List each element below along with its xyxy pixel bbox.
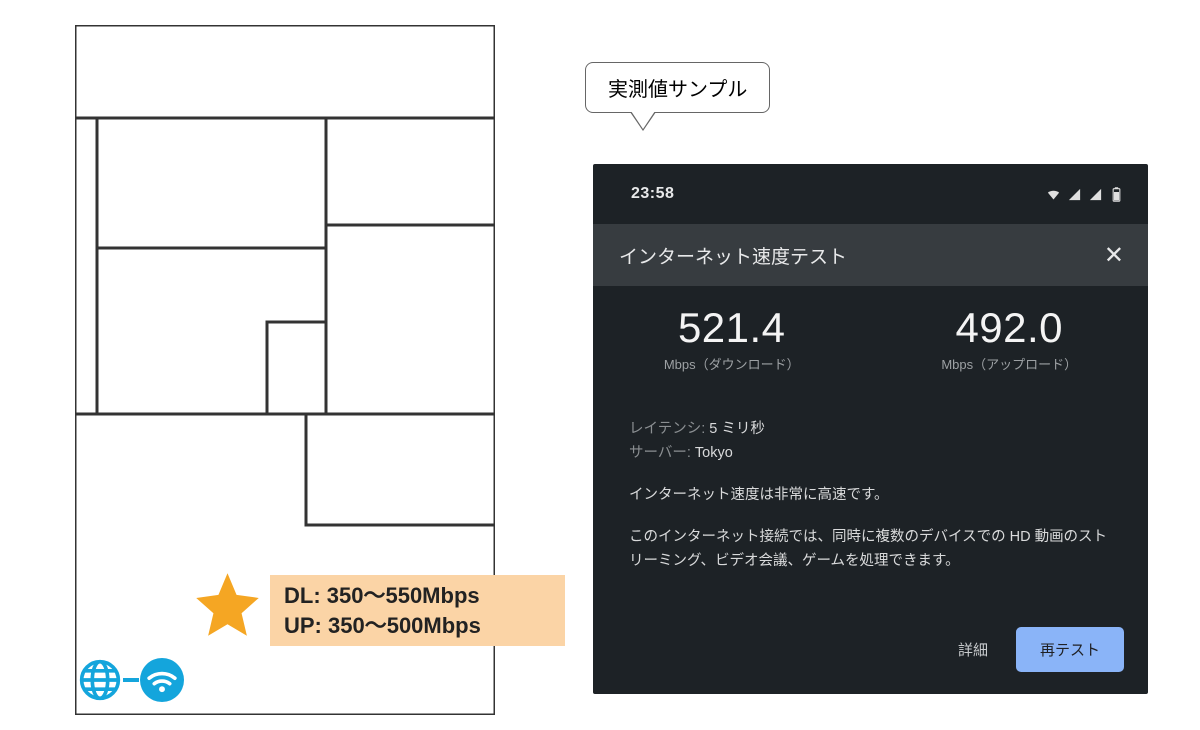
summary-text: インターネット速度は非常に高速です。 xyxy=(629,484,1112,508)
status-bar: 23:58 xyxy=(593,164,1148,224)
upload-value: 492.0 xyxy=(871,304,1149,352)
wifi-status-icon xyxy=(1046,187,1061,202)
up-speed-label: UP: 350〜500Mbps xyxy=(284,611,551,641)
server-value: Tokyo xyxy=(695,445,733,461)
dl-speed-label: DL: 350〜550Mbps xyxy=(284,581,551,611)
battery-icon xyxy=(1109,187,1124,202)
sample-label-text: 実測値サンプル xyxy=(608,79,747,101)
connector-line xyxy=(123,678,139,682)
network-icons xyxy=(78,658,184,702)
close-icon[interactable]: ✕ xyxy=(1104,241,1124,270)
floor-plan: DL: 350〜550Mbps UP: 350〜500Mbps xyxy=(75,25,495,715)
download-label: Mbps（ダウンロード） xyxy=(593,354,871,373)
speedtest-screenshot: 23:58 インターネット速度テスト ✕ 521.4 Mbps（ダウンロード） … xyxy=(593,164,1148,694)
speed-summary-box: DL: 350〜550Mbps UP: 350〜500Mbps xyxy=(270,575,565,646)
detail-block: レイテンシ: 5 ミリ秒 サーバー: Tokyo インターネット速度は非常に高速… xyxy=(593,418,1148,574)
upload-label: Mbps（アップロード） xyxy=(871,354,1149,373)
sample-label-bubble: 実測値サンプル xyxy=(585,62,770,113)
action-row: 詳細 再テスト xyxy=(952,627,1124,672)
speedtest-title: インターネット速度テスト xyxy=(619,242,847,269)
signal-icon xyxy=(1067,187,1082,202)
download-value: 521.4 xyxy=(593,304,871,352)
server-label: サーバー: xyxy=(629,445,691,461)
wifi-icon xyxy=(140,658,184,702)
signal-icon xyxy=(1088,187,1103,202)
latency-value: 5 ミリ秒 xyxy=(709,421,765,437)
retest-button[interactable]: 再テスト xyxy=(1016,627,1124,672)
upload-metric: 492.0 Mbps（アップロード） xyxy=(871,286,1149,400)
latency-label: レイテンシ: xyxy=(629,421,705,437)
download-metric: 521.4 Mbps（ダウンロード） xyxy=(593,286,871,400)
body-text: このインターネット接続では、同時に複数のデバイスでの HD 動画のストリーミング… xyxy=(629,526,1112,574)
metrics-row: 521.4 Mbps（ダウンロード） 492.0 Mbps（アップロード） xyxy=(593,286,1148,400)
detail-button[interactable]: 詳細 xyxy=(952,629,994,670)
status-time: 23:58 xyxy=(631,185,674,203)
speedtest-title-bar: インターネット速度テスト ✕ xyxy=(593,224,1148,286)
globe-icon xyxy=(78,658,122,702)
status-icons xyxy=(1046,187,1124,202)
star-icon xyxy=(190,567,265,642)
